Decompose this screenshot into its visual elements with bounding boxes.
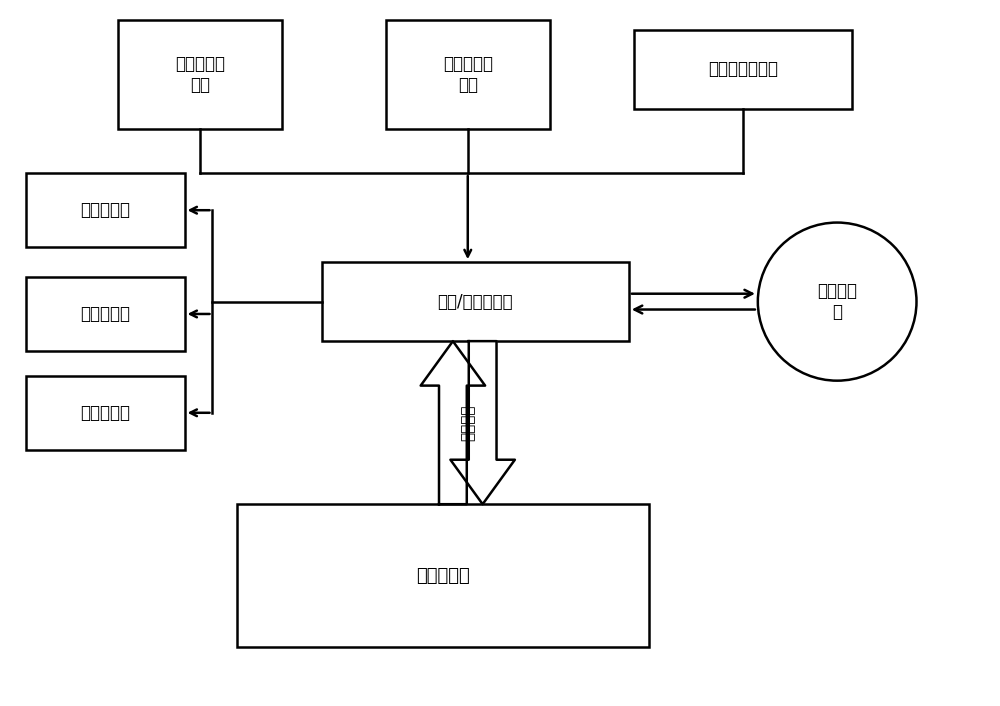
Bar: [237, 504, 649, 647]
Polygon shape: [421, 341, 485, 504]
Bar: [26, 376, 185, 450]
Bar: [322, 262, 629, 341]
Text: 血液回转
泵: 血液回转 泵: [817, 282, 857, 321]
Bar: [118, 20, 282, 128]
Text: 传输总线: 传输总线: [460, 405, 475, 441]
Text: 血液供给夹: 血液供给夹: [80, 201, 130, 219]
Text: 模拟/数字转换器: 模拟/数字转换器: [437, 292, 513, 311]
Polygon shape: [450, 341, 515, 504]
Text: 超声液位传感器: 超声液位传感器: [708, 61, 778, 78]
Bar: [386, 20, 550, 128]
Bar: [26, 277, 185, 351]
Text: 供给压力传
感器: 供给压力传 感器: [175, 55, 225, 94]
Text: 中央处理器: 中央处理器: [416, 567, 470, 585]
Bar: [634, 30, 852, 109]
Text: 血液回输夹: 血液回输夹: [80, 404, 130, 421]
Text: 回输压力传
感器: 回输压力传 感器: [443, 55, 493, 94]
Bar: [26, 173, 185, 247]
Text: 盐水供给夹: 盐水供给夹: [80, 305, 130, 323]
Circle shape: [758, 222, 917, 381]
